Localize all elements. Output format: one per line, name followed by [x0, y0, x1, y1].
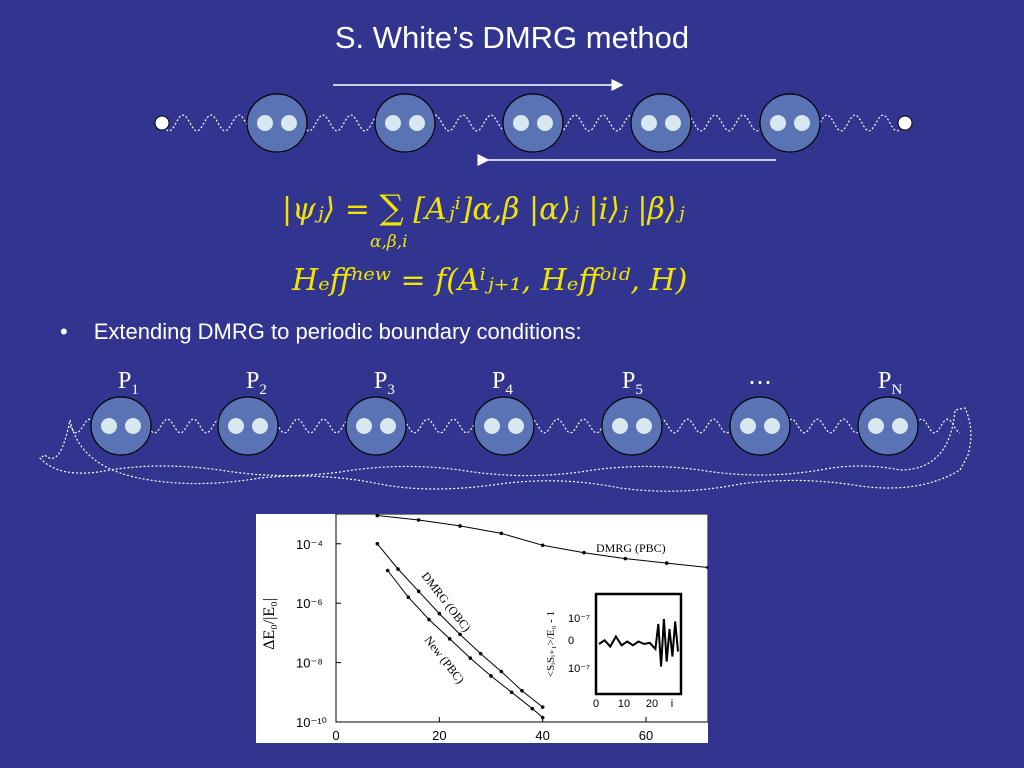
inset-x-tick-label: 10	[618, 698, 630, 710]
y-tick-label: 10⁻¹⁰	[296, 715, 327, 730]
ring-site-4	[473, 396, 535, 456]
data-point	[499, 531, 504, 536]
site-label: P2	[246, 368, 267, 399]
site-label-subscript: 2	[259, 381, 267, 398]
inset-y-tick-label: 10⁻⁷	[568, 663, 590, 675]
data-point	[447, 637, 452, 641]
data-point	[582, 550, 586, 555]
data-point	[489, 674, 493, 678]
top-site-3	[502, 93, 564, 153]
top-site-5	[759, 93, 821, 153]
bullet-marker: •	[60, 319, 68, 344]
data-point	[458, 632, 462, 637]
wavefunction-equation: |ψⱼ⟩ = ∑ [Aⱼⁱ]α,β |α⟩ⱼ |i⟩ⱼ |β⟩ⱼ	[282, 188, 685, 228]
sum-subscript: α,β,i	[370, 232, 408, 252]
top-site-1	[246, 93, 308, 153]
data-point	[520, 689, 524, 693]
data-point	[385, 568, 390, 573]
ring-site-1	[90, 396, 152, 456]
site-label-subscript: 1	[131, 381, 139, 398]
ring-site-7	[857, 396, 919, 456]
bullet-point: • Extending DMRG to periodic boundary con…	[60, 319, 582, 345]
plot-frame	[335, 514, 708, 723]
ring-site-3	[345, 396, 407, 456]
data-point	[540, 543, 545, 548]
x-tick-label: 20	[432, 728, 446, 743]
convergence-chart: 10⁻⁴ 10⁻⁶ 10⁻⁸ 10⁻¹⁰ 0 20 40 60 ΔE₀/|E₀| DMRG (PB…	[261, 514, 708, 743]
data-point	[437, 611, 442, 616]
data-point	[664, 561, 669, 565]
slide-title: S. White’s DMRG method	[334, 20, 690, 55]
data-point	[478, 651, 483, 656]
y-tick-label: 10⁻⁴	[296, 537, 323, 552]
data-point	[530, 706, 535, 711]
site-label-subscript: 3	[387, 381, 395, 398]
site-label-text: ⋯	[748, 370, 772, 396]
convergence-figure: 10⁻⁴ 10⁻⁶ 10⁻⁸ 10⁻¹⁰ 0 20 40 60 ΔE₀/|E₀| DMRG (PB…	[256, 514, 708, 743]
series-label: New (PBC)	[422, 633, 468, 686]
ring-site-6	[729, 396, 791, 456]
inset-y-tick-label: 10⁻⁷	[568, 613, 590, 625]
bullet-text: Extending DMRG to periodic boundary cond…	[93, 319, 582, 344]
inset-series-line	[598, 618, 679, 667]
chain-end-left	[154, 115, 170, 131]
site-label: P4	[492, 368, 513, 399]
x-tick-label: 40	[535, 728, 549, 743]
data-point	[468, 656, 473, 660]
top-site-2	[374, 93, 436, 153]
site-label-text: P	[118, 368, 132, 394]
y-tick-label: 10⁻⁸	[296, 656, 323, 671]
series-label: DMRG (PBC)	[596, 541, 666, 555]
inset-frame	[594, 592, 683, 696]
top-site-4	[630, 93, 692, 153]
data-point	[499, 669, 504, 674]
data-point	[540, 715, 545, 720]
effective-hamiltonian-equation: Hₑffⁿᵉʷ = f(Aⁱⱼ₊₁, Hₑffᵒˡᵈ, H)	[292, 263, 688, 298]
data-point	[396, 567, 400, 571]
inset-x-tick-label: 20	[646, 698, 658, 710]
site-label: ⋯	[748, 368, 772, 397]
data-point	[375, 514, 380, 518]
ring-site-2	[217, 396, 279, 456]
inset-x-tick-label: i	[671, 698, 673, 710]
chain-end-right	[897, 115, 913, 131]
site-label-subscript: 4	[505, 381, 513, 398]
data-point	[406, 595, 411, 600]
data-point	[706, 565, 708, 570]
data-point	[540, 705, 545, 709]
site-label: P1	[118, 368, 139, 399]
series-label: DMRG (OBC)	[419, 569, 474, 634]
site-label-text: P	[374, 368, 388, 394]
ring-site-5	[601, 396, 663, 456]
site-label: P3	[374, 368, 395, 399]
data-point	[509, 690, 514, 695]
site-label: PN	[878, 368, 902, 399]
data-point	[375, 541, 380, 546]
site-label: P5	[622, 368, 643, 399]
data-point	[623, 556, 628, 561]
x-tick-label: 60	[639, 728, 653, 743]
data-point	[416, 518, 421, 522]
site-label-subscript: N	[891, 381, 903, 398]
inset-y-axis-label: <SᵢSᵢ₊₁>/E₀ - 1	[545, 611, 557, 677]
site-label-subscript: 5	[635, 381, 643, 398]
x-tick-label: 0	[332, 728, 339, 743]
site-label-text: P	[492, 368, 506, 394]
inset-x-tick-label: 0	[593, 698, 599, 710]
data-point	[416, 589, 421, 594]
y-tick-label: 10⁻⁶	[296, 596, 323, 611]
site-label-text: P	[878, 368, 892, 394]
data-point	[427, 617, 431, 622]
site-label-text: P	[622, 368, 636, 394]
inset-y-tick-label: 0	[568, 635, 574, 647]
series-line	[387, 570, 544, 718]
site-label-text: P	[246, 368, 260, 394]
data-point	[458, 524, 462, 528]
y-axis-label: ΔE₀/|E₀|	[261, 598, 278, 650]
